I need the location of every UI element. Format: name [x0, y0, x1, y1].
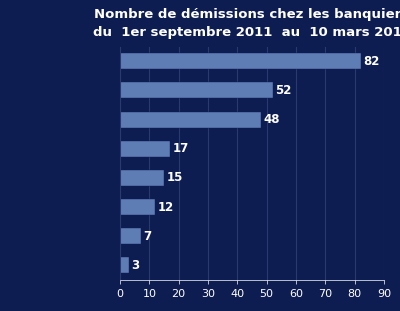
Bar [120, 228, 140, 244]
Title: Nombre de démissions chez les banquiers
du  1er septembre 2011  au  10 mars 2012: Nombre de démissions chez les banquiers … [93, 7, 400, 39]
Text: 52: 52 [275, 84, 291, 97]
Text: 17: 17 [172, 142, 188, 155]
Text: 12: 12 [158, 201, 174, 214]
Bar [120, 82, 272, 98]
Bar [120, 199, 155, 215]
Bar [120, 141, 170, 157]
Bar [120, 112, 261, 128]
Bar [120, 53, 360, 69]
Text: 15: 15 [166, 171, 183, 184]
Bar [120, 170, 164, 186]
Text: 82: 82 [363, 55, 379, 68]
Text: 48: 48 [263, 113, 280, 126]
Text: 7: 7 [143, 230, 151, 243]
Text: 3: 3 [131, 259, 139, 272]
Bar [120, 257, 129, 273]
